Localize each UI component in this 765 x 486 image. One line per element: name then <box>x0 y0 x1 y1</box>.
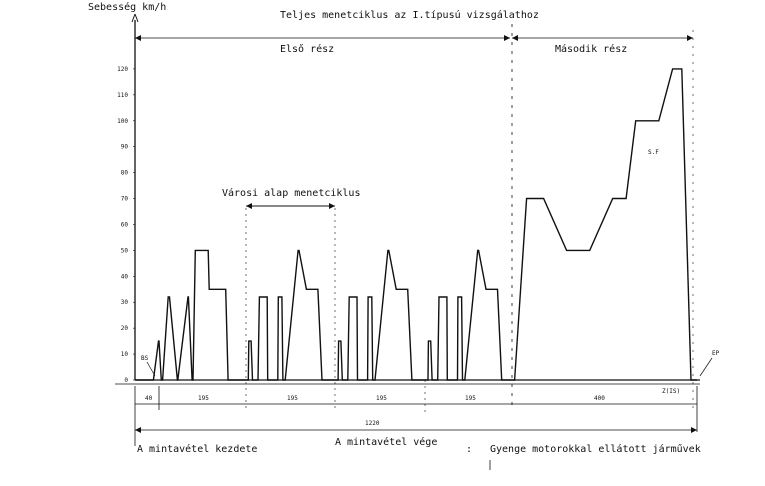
y-tick-labels: 0 10 20 30 40 50 60 70 80 90 100 110 120 <box>117 66 135 384</box>
sf-label: S.F <box>648 149 659 156</box>
speed-profile-line <box>135 68 697 381</box>
ep-label: EP <box>712 350 720 357</box>
chart-title: Teljes menetciklus az I.típusú vizsgálat… <box>280 9 539 21</box>
y-tick-label: 80 <box>121 170 129 177</box>
part1-label: Első rész <box>280 43 334 55</box>
city-cycle-label: Városi alap menetciklus <box>222 187 360 199</box>
y-tick-label: 70 <box>121 196 129 203</box>
part2-span-arrow-right <box>687 35 693 41</box>
end-time-label: Z(IS) <box>662 388 680 395</box>
y-tick-label: 10 <box>121 351 129 358</box>
segment-label-5: 400 <box>594 395 605 402</box>
city-cycle-arrow-right <box>329 203 335 209</box>
y-tick-label: 100 <box>117 118 128 125</box>
part1-span-arrow-left <box>135 35 141 41</box>
total-label: 1220 <box>365 420 380 427</box>
bs-pointer <box>146 361 156 377</box>
part1-span-arrow-right <box>504 35 510 41</box>
y-tick-label: 60 <box>121 221 129 228</box>
y-tick-label: 50 <box>121 247 129 254</box>
footnote-colon: : <box>466 444 472 455</box>
total-arrow-left <box>135 427 141 433</box>
y-axis-arrow-left <box>131 13 136 23</box>
y-axis-arrow-right <box>134 13 139 23</box>
segment-label-3: 195 <box>376 395 387 402</box>
segment-label-0: 40 <box>145 395 153 402</box>
y-tick-label: 120 <box>117 66 128 73</box>
y-tick-label: 20 <box>121 325 129 332</box>
total-arrow-right <box>691 427 697 433</box>
segment-label-1: 195 <box>198 395 209 402</box>
y-tick-label: 30 <box>121 299 129 306</box>
footnote-start: A mintavétel kezdete <box>137 443 257 455</box>
y-tick-label: 0 <box>124 377 128 384</box>
footnote-end: A mintavétel vége <box>335 436 437 448</box>
city-cycle-arrow-left <box>246 203 252 209</box>
footnote-note: Gyenge motorokkal ellátott járművek <box>490 443 701 455</box>
y-axis-label: Sebesség km/h <box>88 1 166 13</box>
part2-label: Második rész <box>555 43 627 55</box>
bs-label: BS <box>141 355 149 362</box>
segment-label-2: 195 <box>287 395 298 402</box>
part2-span-arrow-left <box>512 35 518 41</box>
segment-label-4: 195 <box>465 395 476 402</box>
y-tick-label: 110 <box>117 92 128 99</box>
y-tick-label: 90 <box>121 144 129 151</box>
y-tick-label: 40 <box>121 273 129 280</box>
ep-pointer <box>699 357 713 377</box>
